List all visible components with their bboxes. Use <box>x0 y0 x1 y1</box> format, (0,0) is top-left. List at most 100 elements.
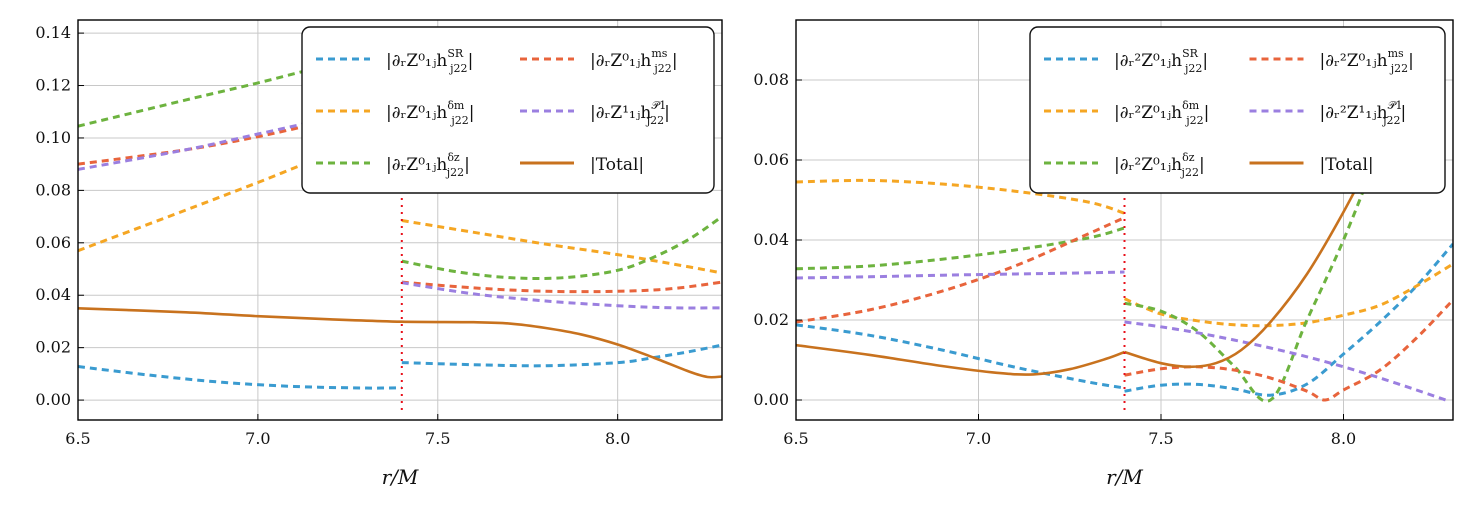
legend-label-end: | <box>664 103 670 123</box>
series-line-1-seg-0 <box>796 178 1125 215</box>
legend-label-0: |∂ᵣZ⁰₁ⱼhSR j22| <box>386 47 473 75</box>
axes-frame <box>77 19 723 421</box>
y-tick-label: 0.04 <box>35 285 71 304</box>
x-tick-label: 8.0 <box>1331 429 1356 448</box>
series-line-5-seg-0 <box>78 307 722 379</box>
series-line-2-seg-0 <box>796 226 1125 271</box>
series-line-5-seg-0 <box>796 343 1125 376</box>
legend-label-main: |∂ᵣZ⁰₁ⱼh <box>590 51 651 71</box>
legend-label-sup: δm <box>1182 99 1200 112</box>
panel-2: 6.5 7.0 7.5 8.0 0.00 0.02 0.04 0.06 0.08 r/M |∂ᵣ²Z… <box>753 19 1454 489</box>
legend-label-main: |∂ᵣZ⁰₁ⱼh <box>386 103 447 123</box>
y-tick-label: 0.06 <box>35 233 71 252</box>
legend: |∂ᵣZ⁰₁ⱼhSR j22||∂ᵣZ⁰₁ⱼhδm j22||∂ᵣZ⁰₁ⱼhδz j2… <box>301 26 715 194</box>
legend-label-1: |∂ᵣ²Z⁰₁ⱼhδm j22| <box>1114 99 1209 127</box>
legend-label-end: | <box>1202 51 1208 71</box>
legend-label-main: |∂ᵣ²Z⁰₁ⱼh <box>1114 51 1182 71</box>
x-tick-label: 8.0 <box>605 429 630 448</box>
legend-label-main: |∂ᵣZ⁰₁ⱼh <box>386 51 447 71</box>
legend-label-main: |∂ᵣ²Z⁰₁ⱼh <box>1114 103 1182 123</box>
series-line-3-seg-0 <box>796 216 1126 324</box>
x-tick-label: 6.5 <box>783 429 808 448</box>
legend-label-sub: j22 <box>445 166 464 179</box>
series-line-4-seg-1 <box>1124 320 1447 402</box>
legend-label-4: |∂ᵣZ¹₁ⱼh𝒫1 j22| <box>590 99 670 127</box>
x-tick-label: 6.5 <box>65 429 90 448</box>
legend-label-3: |∂ᵣ²Z⁰₁ⱼhms j22| <box>1320 47 1414 75</box>
legend-label-sup: SR <box>447 47 464 60</box>
x-tick-label: 7.5 <box>1148 429 1173 448</box>
y-tick-label: 0.06 <box>753 150 789 169</box>
legend-label-end: | <box>1204 103 1210 123</box>
x-tick-label: 7.0 <box>245 429 270 448</box>
legend: |∂ᵣ²Z⁰₁ⱼhSR j22||∂ᵣ²Z⁰₁ⱼhδm j22||∂ᵣ²Z⁰₁ⱼhδ… <box>1029 26 1446 194</box>
legend-label-sub: j22 <box>1184 114 1203 127</box>
series-line-1-seg-1 <box>401 219 722 275</box>
y-tick-label: 0.08 <box>35 180 71 199</box>
y-tick-label: 0.00 <box>753 390 789 409</box>
legend-label-main: |∂ᵣ²Z⁰₁ⱼh <box>1320 51 1388 71</box>
legend-label-2: |∂ᵣ²Z⁰₁ⱼhδz j22| <box>1114 151 1205 179</box>
legend-label-main: |Total| <box>1320 155 1374 175</box>
legend-label-main: |∂ᵣZ¹₁ⱼh <box>590 103 651 123</box>
y-tick-label: 0.08 <box>753 70 789 89</box>
legend-box <box>1029 26 1446 194</box>
legend-label-4: |∂ᵣ²Z¹₁ⱼh𝒫1 j22| <box>1320 99 1407 127</box>
series-line-3-seg-1 <box>401 280 722 294</box>
legend-label-main: |∂ᵣZ⁰₁ⱼh <box>386 155 447 175</box>
legend-label-end: | <box>1199 155 1205 175</box>
legend-label-sub: j22 <box>449 114 468 127</box>
series-line-0-seg-0 <box>796 323 1125 390</box>
legend-label-sub: j22 <box>645 114 664 127</box>
legend-label-sup: ms <box>651 47 667 60</box>
legend-label-sup: 𝒫1 <box>1388 99 1403 112</box>
legend-label-5: |Total| <box>1320 155 1374 175</box>
x-tick-label: 7.0 <box>966 429 991 448</box>
y-tick-label: 0.02 <box>35 338 71 357</box>
legend-label-5: |Total| <box>590 155 644 175</box>
x-axis-label: r/M <box>1106 465 1143 489</box>
series-group <box>796 141 1453 403</box>
series-line-0-seg-1 <box>401 343 722 368</box>
legend-label-end: | <box>672 51 678 71</box>
y-tick-label: 0.14 <box>35 23 71 42</box>
legend-label-main: |Total| <box>590 155 644 175</box>
legend-label-end: | <box>468 51 474 71</box>
x-tick-label: 7.5 <box>425 429 450 448</box>
legend-box <box>301 26 715 194</box>
y-tick-label: 0.02 <box>753 310 789 329</box>
legend-label-end: | <box>1408 51 1414 71</box>
legend-label-2: |∂ᵣZ⁰₁ⱼhδz j22| <box>386 151 470 179</box>
legend-label-sup: δm <box>447 99 465 112</box>
legend-label-sub: j22 <box>1183 62 1202 75</box>
legend-label-sup: δz <box>447 151 460 164</box>
legend-label-sup: ms <box>1388 47 1404 60</box>
y-tick-label: 0.04 <box>753 230 789 249</box>
series-line-5-seg-1 <box>1124 141 1382 369</box>
legend-label-sub: j22 <box>1381 114 1400 127</box>
legend-label-main: |∂ᵣ²Z¹₁ⱼh <box>1320 103 1388 123</box>
legend-label-sub: j22 <box>1389 62 1408 75</box>
legend-label-sub: j22 <box>448 62 467 75</box>
legend-label-1: |∂ᵣZ⁰₁ⱼhδm j22| <box>386 99 475 127</box>
legend-label-main: |∂ᵣ²Z⁰₁ⱼh <box>1114 155 1182 175</box>
legend-label-end: | <box>1400 103 1406 123</box>
legend-label-sup: 𝒫1 <box>651 99 666 112</box>
legend-label-sub: j22 <box>1180 166 1199 179</box>
legend-label-sup: δz <box>1182 151 1195 164</box>
axes-frame <box>795 19 1454 421</box>
legend-label-sup: SR <box>1182 47 1199 60</box>
series-line-2-seg-1 <box>401 215 722 281</box>
series-line-1-seg-1 <box>1123 262 1453 328</box>
legend-label-sub: j22 <box>652 62 671 75</box>
legend-label-end: | <box>464 155 470 175</box>
series-line-4-seg-1 <box>401 281 722 310</box>
legend-label-end: | <box>469 103 475 123</box>
y-tick-label: 0.00 <box>35 390 71 409</box>
y-tick-label: 0.10 <box>35 128 71 147</box>
legend-label-0: |∂ᵣ²Z⁰₁ⱼhSR j22| <box>1114 47 1208 75</box>
series-line-0-seg-0 <box>78 365 402 390</box>
legend-label-3: |∂ᵣZ⁰₁ⱼhms j22| <box>590 47 678 75</box>
panel-1: 6.5 7.0 7.5 8.0 0.00 0.02 0.04 0.06 0.08 0.10 0.12… <box>35 19 723 489</box>
